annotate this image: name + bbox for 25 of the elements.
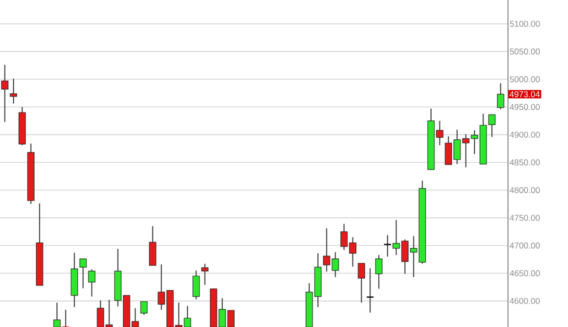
candlestick (488, 114, 496, 138)
y-tick-label: 5000.00 (510, 76, 540, 82)
candlestick (79, 258, 87, 289)
y-tick-label: 4900.00 (510, 132, 540, 138)
y-tick-label: 4600.00 (510, 298, 540, 304)
y-tick-label: 5050.00 (510, 48, 540, 55)
y-tick-label: 4850.00 (510, 159, 540, 166)
candlestick (149, 226, 156, 266)
candlestick (192, 270, 200, 300)
candlestick (88, 268, 96, 298)
candlestick (1, 64, 8, 122)
candlestick (10, 78, 18, 104)
y-tick-label: 4700.00 (510, 242, 540, 249)
y-tick-label: 4800.00 (510, 187, 540, 194)
y-tick-label: 5100.00 (510, 20, 540, 27)
candlestick (53, 302, 61, 327)
candlestick (497, 82, 504, 110)
text: 4973.04 (510, 91, 540, 98)
y-tick-label: 4750.00 (510, 214, 540, 221)
candlestick (201, 263, 208, 286)
y-tick-label: 4650.00 (510, 270, 540, 276)
candlestick (375, 254, 382, 290)
y-tick-label: 4950.00 (510, 104, 540, 110)
candlestick (140, 301, 148, 316)
candlestick (358, 262, 366, 304)
